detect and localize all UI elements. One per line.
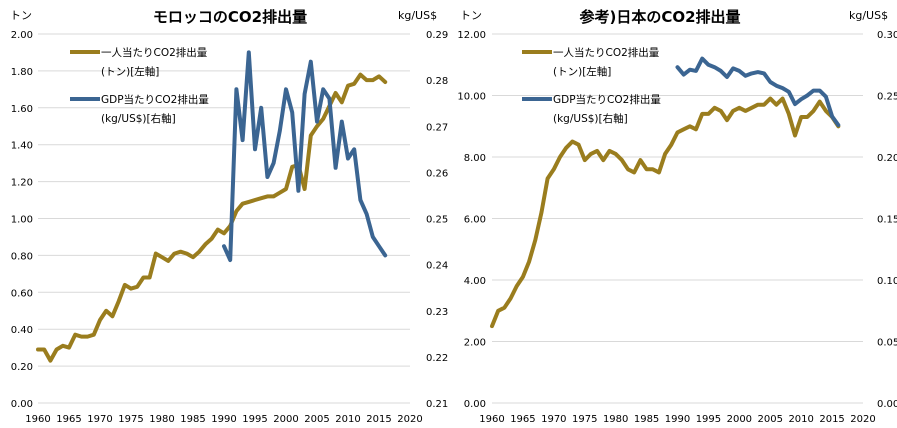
chart1-x-tick-label: 1985 (180, 414, 205, 425)
chart1-right-tick-label: 0.28 (426, 76, 448, 87)
chart2-x-tick-label: 1980 (603, 414, 628, 425)
chart1-legend-label-axis: (トン)[左軸] (101, 65, 159, 78)
chart2-x-tick-label: 2010 (788, 414, 813, 425)
chart1-x-tick-label: 2010 (335, 414, 360, 425)
chart1-right-tick-label: 0.25 (426, 215, 448, 226)
chart1-left-tick-label: 2.00 (11, 30, 33, 41)
chart2-x-tick-label: 1990 (665, 414, 690, 425)
chart1-x-tick-label: 2020 (397, 414, 422, 425)
chart2-left-tick-label: 12.00 (457, 30, 486, 41)
chart2-x-tick-label: 1975 (572, 414, 597, 425)
chart2-right-tick-label: 0.05 (877, 338, 897, 349)
chart1-left-tick-label: 0.60 (11, 288, 33, 299)
chart1-left-tick-label: 1.40 (11, 141, 33, 152)
chart2-left-tick-label: 8.00 (464, 153, 486, 164)
chart2-series-line-per-capita (490, 96, 841, 329)
chart2-right-tick-label: 0.15 (877, 215, 897, 226)
chart1-x-tick-label: 1995 (242, 414, 267, 425)
chart2-right-tick-label: 0.30 (877, 30, 897, 41)
chart1-x-tick-label: 1975 (118, 414, 143, 425)
chart1-right-tick-label: 0.22 (426, 353, 448, 364)
chart2-legend-label: GDP当たりCO2排出量 (553, 93, 661, 106)
chart2-legend-label-axis: (トン)[左軸] (553, 65, 611, 78)
chart1-left-tick-label: 1.00 (11, 215, 33, 226)
chart1-right-tick-label: 0.26 (426, 168, 448, 179)
chart1-left-tick-label: 1.60 (11, 104, 33, 115)
chart2-series-line-per-gdp (675, 56, 841, 127)
chart1-x-tick-label: 2005 (304, 414, 329, 425)
chart2-x-tick-label: 2000 (727, 414, 752, 425)
chart1-x-tick-label: 1990 (211, 414, 236, 425)
chart1-right-tick-label: 0.29 (426, 30, 448, 41)
chart1-x-tick-label: 2000 (273, 414, 298, 425)
chart2-x-tick-label: 1965 (510, 414, 535, 425)
chart2-right-tick-label: 0.10 (877, 276, 897, 287)
chart1-left-tick-label: 0.40 (11, 325, 33, 336)
chart2-legend-label-axis: (kg/US$)[右軸] (553, 112, 628, 125)
chart1-left-axis-unit: トン (10, 9, 32, 22)
chart1-left-tick-label: 0.80 (11, 251, 33, 262)
chart1-x-tick-label: 1965 (56, 414, 81, 425)
chart2-left-tick-label: 0.00 (464, 399, 486, 410)
chart2-title: 参考)日本のCO2排出量 (579, 8, 740, 26)
chart2-x-tick-label: 1985 (634, 414, 659, 425)
chart2-x-tick-label: 2005 (758, 414, 783, 425)
chart1-title: モロッコのCO2排出量 (153, 8, 307, 26)
chart2-left-axis-unit: トン (460, 9, 482, 22)
chart1-right-tick-label: 0.21 (426, 399, 448, 410)
chart1-right-tick-label: 0.23 (426, 307, 448, 318)
chart1-left-tick-label: 0.00 (11, 399, 33, 410)
chart1-right-axis-unit: kg/US$ (398, 9, 437, 22)
chart1-x-tick-label: 2015 (366, 414, 391, 425)
chart1-legend-label: GDP当たりCO2排出量 (101, 93, 209, 106)
chart2-left-tick-label: 2.00 (464, 338, 486, 349)
chart2-right-axis-unit: kg/US$ (849, 9, 888, 22)
chart1-x-tick-label: 1980 (149, 414, 174, 425)
chart2-x-tick-label: 1960 (479, 414, 504, 425)
chart2-x-tick-label: 1995 (696, 414, 721, 425)
chart2-x-tick-label: 2020 (850, 414, 875, 425)
chart1-right-tick-label: 0.27 (426, 122, 448, 133)
chart1-series-line-per-capita (36, 72, 388, 363)
chart1-legend-label: 一人当たりCO2排出量 (101, 46, 208, 59)
chart1-series-line-per-gdp (222, 50, 388, 262)
chart2-right-tick-label: 0.20 (877, 153, 897, 164)
chart2-left-tick-label: 6.00 (464, 215, 486, 226)
chart1-x-tick-label: 1970 (87, 414, 112, 425)
chart2-x-tick-label: 2015 (819, 414, 844, 425)
chart2-left-tick-label: 4.00 (464, 276, 486, 287)
chart1-left-tick-label: 1.80 (11, 67, 33, 78)
chart2-legend-label: 一人当たりCO2排出量 (553, 46, 660, 59)
chart1-right-tick-label: 0.24 (426, 261, 448, 272)
chart1-left-tick-label: 1.20 (11, 178, 33, 189)
chart2-x-tick-label: 1970 (541, 414, 566, 425)
chart1-left-tick-label: 0.20 (11, 362, 33, 373)
chart2-right-tick-label: 0.00 (877, 399, 897, 410)
chart1-x-tick-label: 1960 (25, 414, 50, 425)
chart1-legend-label-axis: (kg/US$)[右軸] (101, 112, 176, 125)
chart2-left-tick-label: 10.00 (457, 92, 486, 103)
chart2-right-tick-label: 0.25 (877, 92, 897, 103)
